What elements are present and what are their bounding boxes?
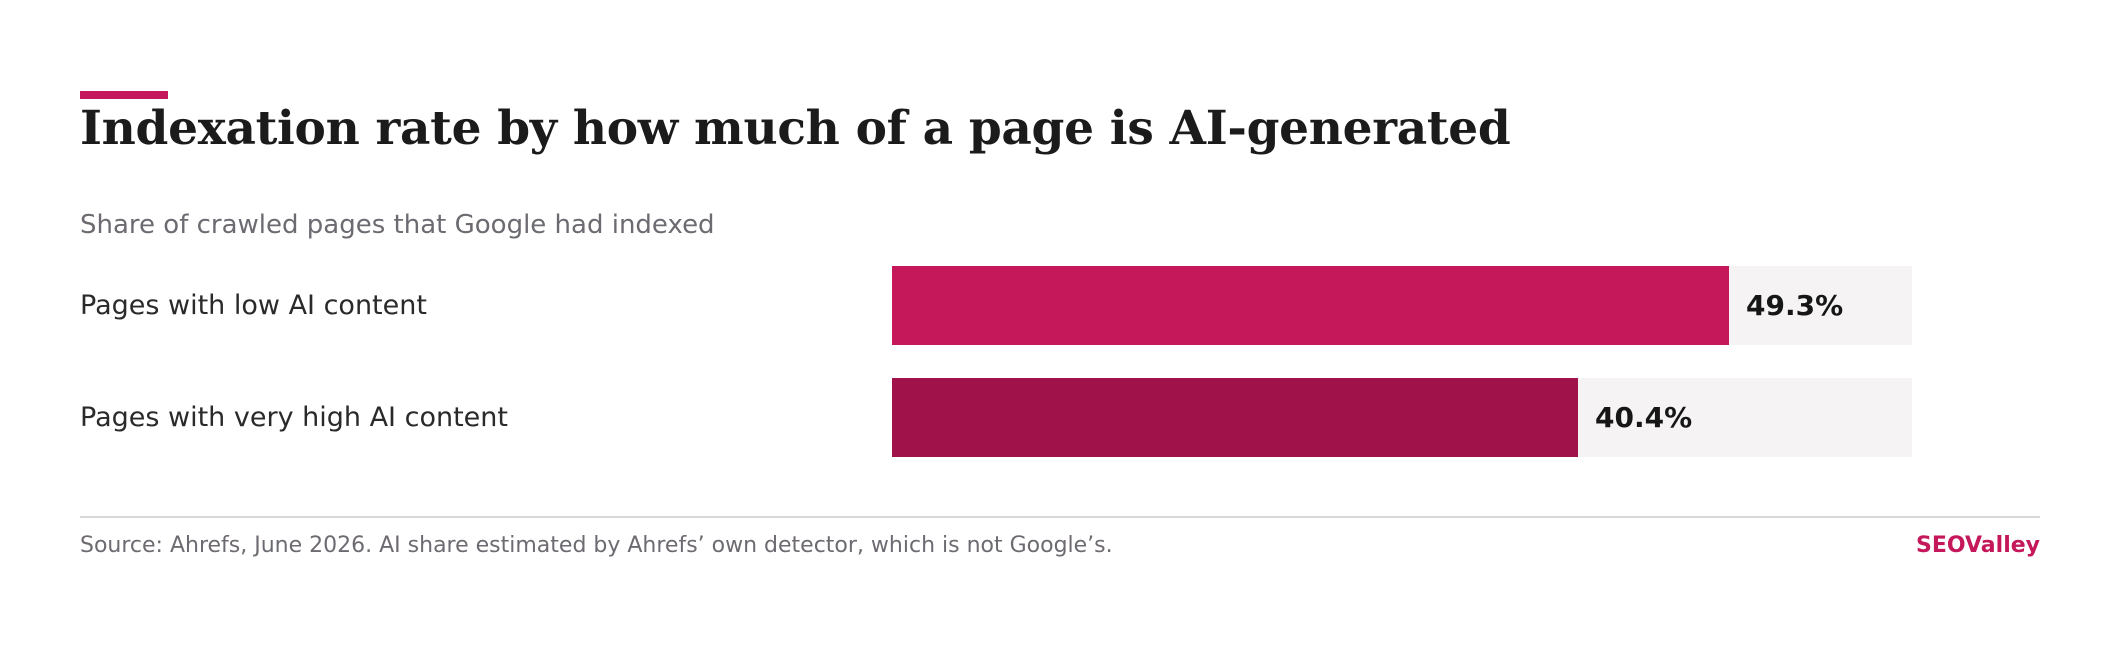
brand-logo-text: SEOValley (1916, 533, 2040, 558)
chart-subtitle: Share of crawled pages that Google had i… (80, 210, 715, 240)
bar-value-label: 40.4% (1595, 401, 1693, 434)
bar-track: 40.4% (892, 378, 1912, 457)
source-note: Source: Ahrefs, June 2026. AI share esti… (80, 533, 1113, 558)
bar (892, 266, 1729, 345)
title-accent-rule (80, 91, 168, 99)
bar (892, 378, 1578, 457)
bar-category-label: Pages with low AI content (80, 290, 427, 321)
footer-divider (80, 516, 2040, 518)
bar-track: 49.3% (892, 266, 1912, 345)
chart-title: Indexation rate by how much of a page is… (80, 101, 1511, 156)
bar-category-label: Pages with very high AI content (80, 402, 508, 433)
bar-value-label: 49.3% (1746, 289, 1844, 322)
